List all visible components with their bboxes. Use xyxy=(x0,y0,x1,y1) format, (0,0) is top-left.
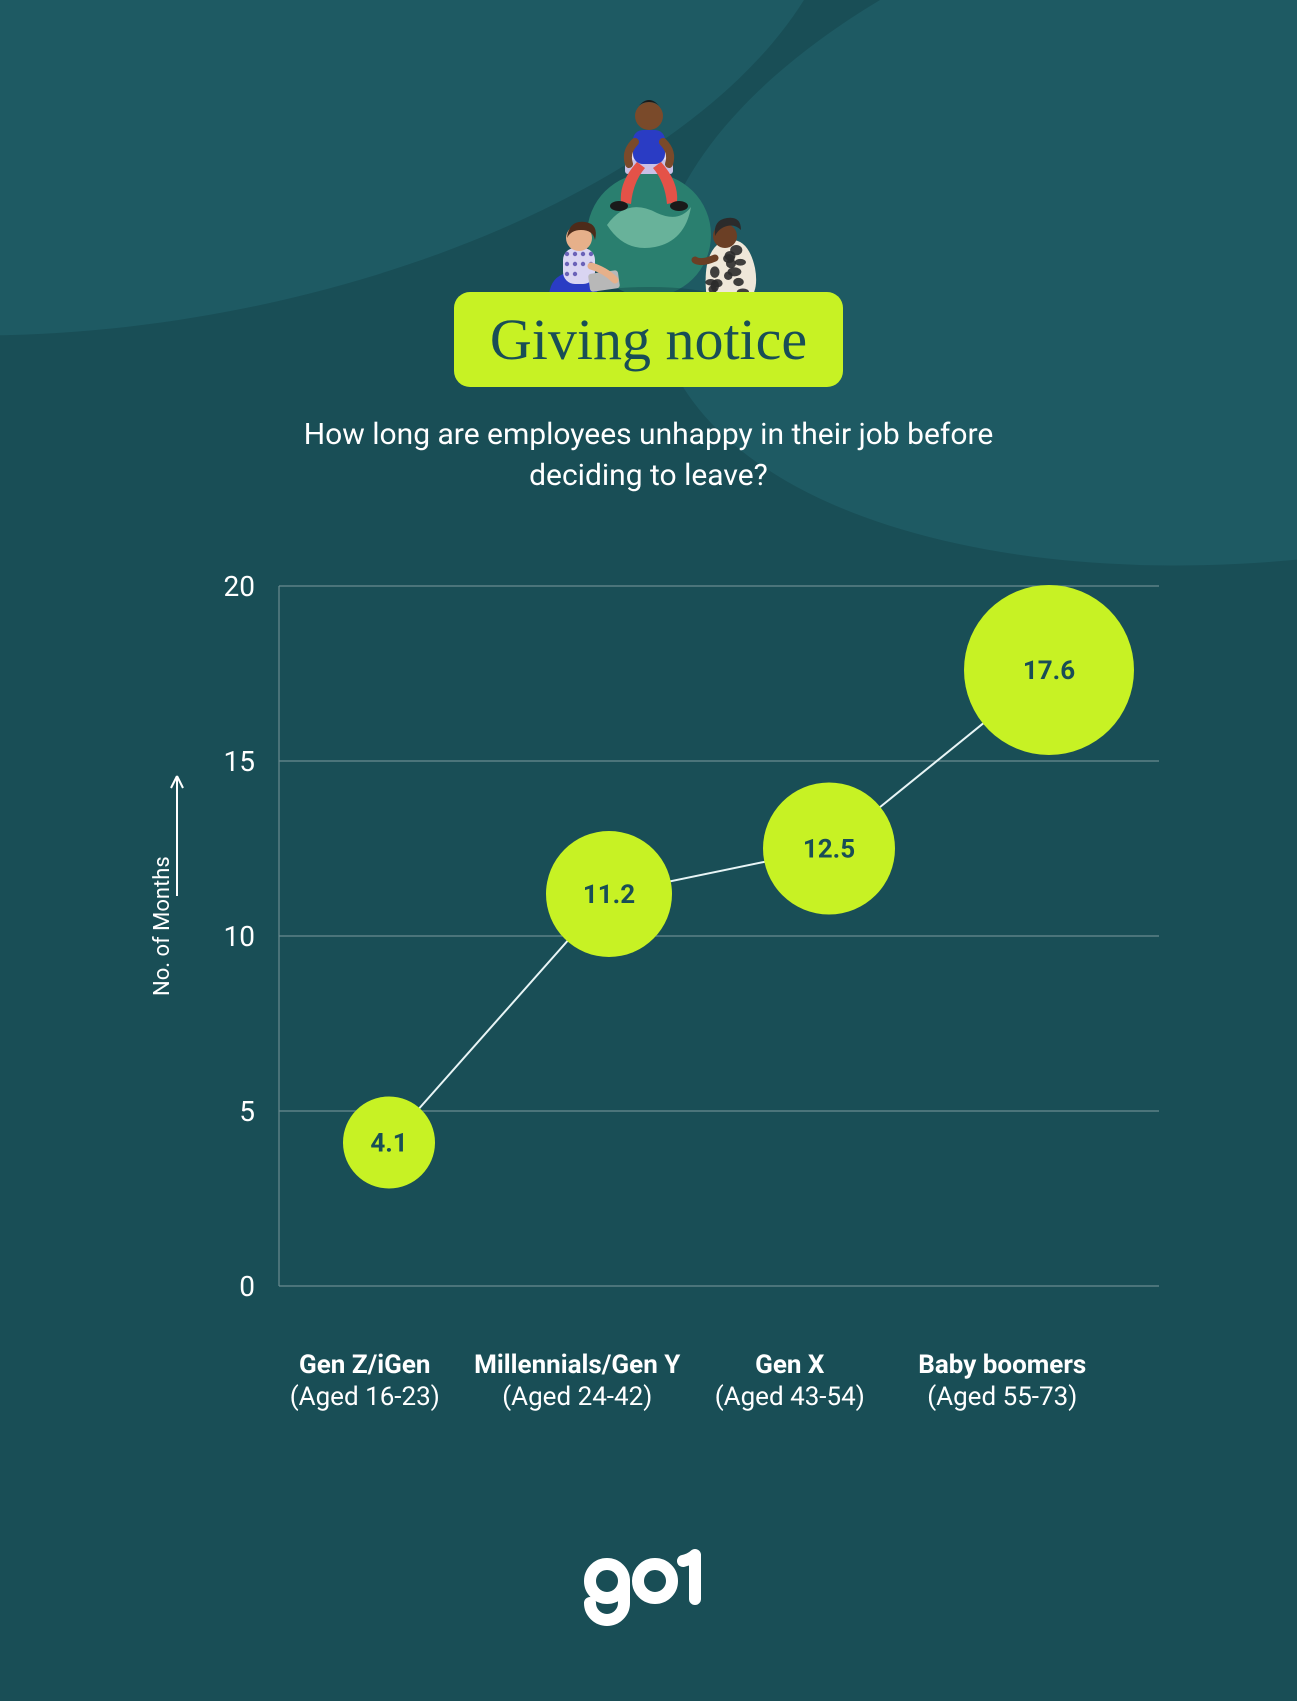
svg-text:11.2: 11.2 xyxy=(582,880,634,910)
x-axis-label: Millennials/Gen Y(Aged 24-42) xyxy=(471,1350,684,1412)
svg-text:20: 20 xyxy=(223,570,254,603)
chart-container: 0 5 10 15 20 No. of Months 4.1 11.2 12.5 17.6 Gen… xyxy=(99,556,1199,1412)
svg-text:5: 5 xyxy=(239,1095,255,1128)
subtitle: How long are employees unhappy in their … xyxy=(289,415,1009,496)
x-axis-labels: Gen Z/iGen(Aged 16-23)Millennials/Gen Y(… xyxy=(99,1350,1199,1412)
svg-text:12.5: 12.5 xyxy=(802,835,854,865)
svg-text:0: 0 xyxy=(239,1270,255,1303)
page-title: Giving notice xyxy=(454,292,843,387)
x-axis-label: Baby boomers(Aged 55-73) xyxy=(896,1350,1109,1412)
svg-text:17.6: 17.6 xyxy=(1022,656,1074,686)
svg-text:No. of Months: No. of Months xyxy=(150,856,175,996)
line-chart: 0 5 10 15 20 No. of Months 4.1 11.2 12.5 17.6 xyxy=(99,556,1199,1316)
svg-text:4.1: 4.1 xyxy=(370,1129,407,1159)
brand-logo xyxy=(579,1547,719,1631)
svg-text:10: 10 xyxy=(223,920,254,953)
x-axis-label: Gen Z/iGen(Aged 16-23) xyxy=(259,1350,472,1412)
svg-text:15: 15 xyxy=(223,745,254,778)
x-axis-label: Gen X(Aged 43-54) xyxy=(684,1350,897,1412)
people-on-globe-illustration xyxy=(519,90,779,310)
